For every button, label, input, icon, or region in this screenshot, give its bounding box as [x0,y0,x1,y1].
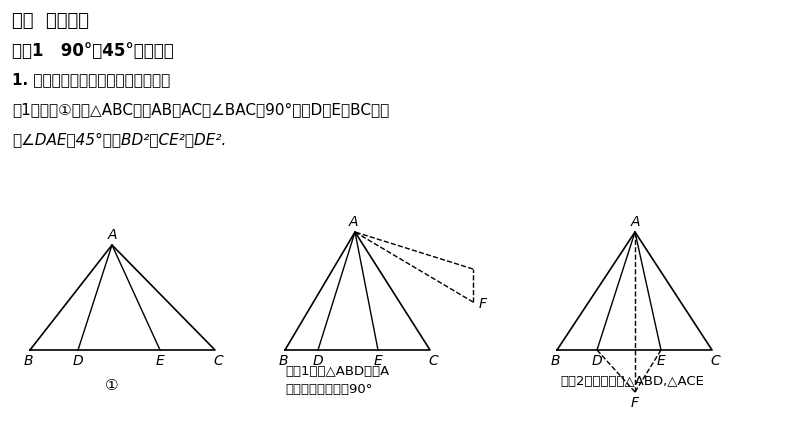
Text: D: D [592,354,603,368]
Text: C: C [213,354,223,368]
Text: 按逆时针方向旋转90°: 按逆时针方向旋转90° [285,383,372,396]
Text: F: F [631,396,639,410]
Text: （1）如图①，在△ABC中，AB＝AC，∠BAC＝90°，点D，E在BC上，: （1）如图①，在△ABC中，AB＝AC，∠BAC＝90°，点D，E在BC上， [12,102,389,117]
Text: E: E [657,354,665,368]
Text: 且∠DAE＝45°，则BD²＋CE²＝DE².: 且∠DAE＝45°，则BD²＋CE²＝DE². [12,132,226,147]
Text: 模型1   90°含45°半角模型: 模型1 90°含45°半角模型 [12,42,174,60]
Text: B: B [278,354,287,368]
Text: 作法1：将△ABD绕点A: 作法1：将△ABD绕点A [285,365,389,378]
Text: F: F [479,297,487,311]
Text: C: C [710,354,720,368]
Text: D: D [313,354,323,368]
Text: B: B [550,354,560,368]
Text: C: C [428,354,437,368]
Text: B: B [23,354,33,368]
Text: ①: ① [105,378,119,393]
Text: 一、  知识储备: 一、 知识储备 [12,12,89,30]
Text: 1. 等腰直角三角形中的角含半角模型: 1. 等腰直角三角形中的角含半角模型 [12,72,170,87]
Text: D: D [73,354,83,368]
Text: A: A [630,215,640,229]
Text: 作法2：分别翻折△ABD,△ACE: 作法2：分别翻折△ABD,△ACE [560,375,703,388]
Text: E: E [374,354,383,368]
Text: A: A [349,215,358,229]
Text: A: A [107,228,117,242]
Text: E: E [156,354,164,368]
